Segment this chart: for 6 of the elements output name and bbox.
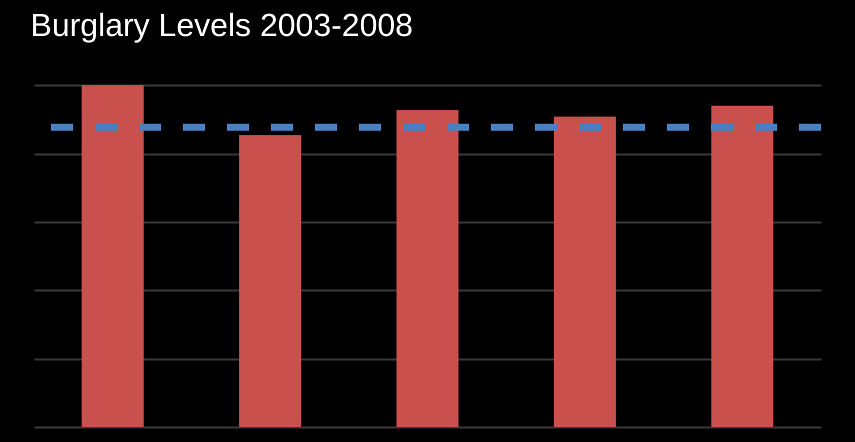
chart-title: Burglary Levels 2003-2008 <box>30 7 413 43</box>
bar <box>711 106 774 427</box>
bar <box>239 135 302 427</box>
bar <box>82 85 144 427</box>
bar <box>396 110 458 427</box>
bar <box>554 116 616 427</box>
